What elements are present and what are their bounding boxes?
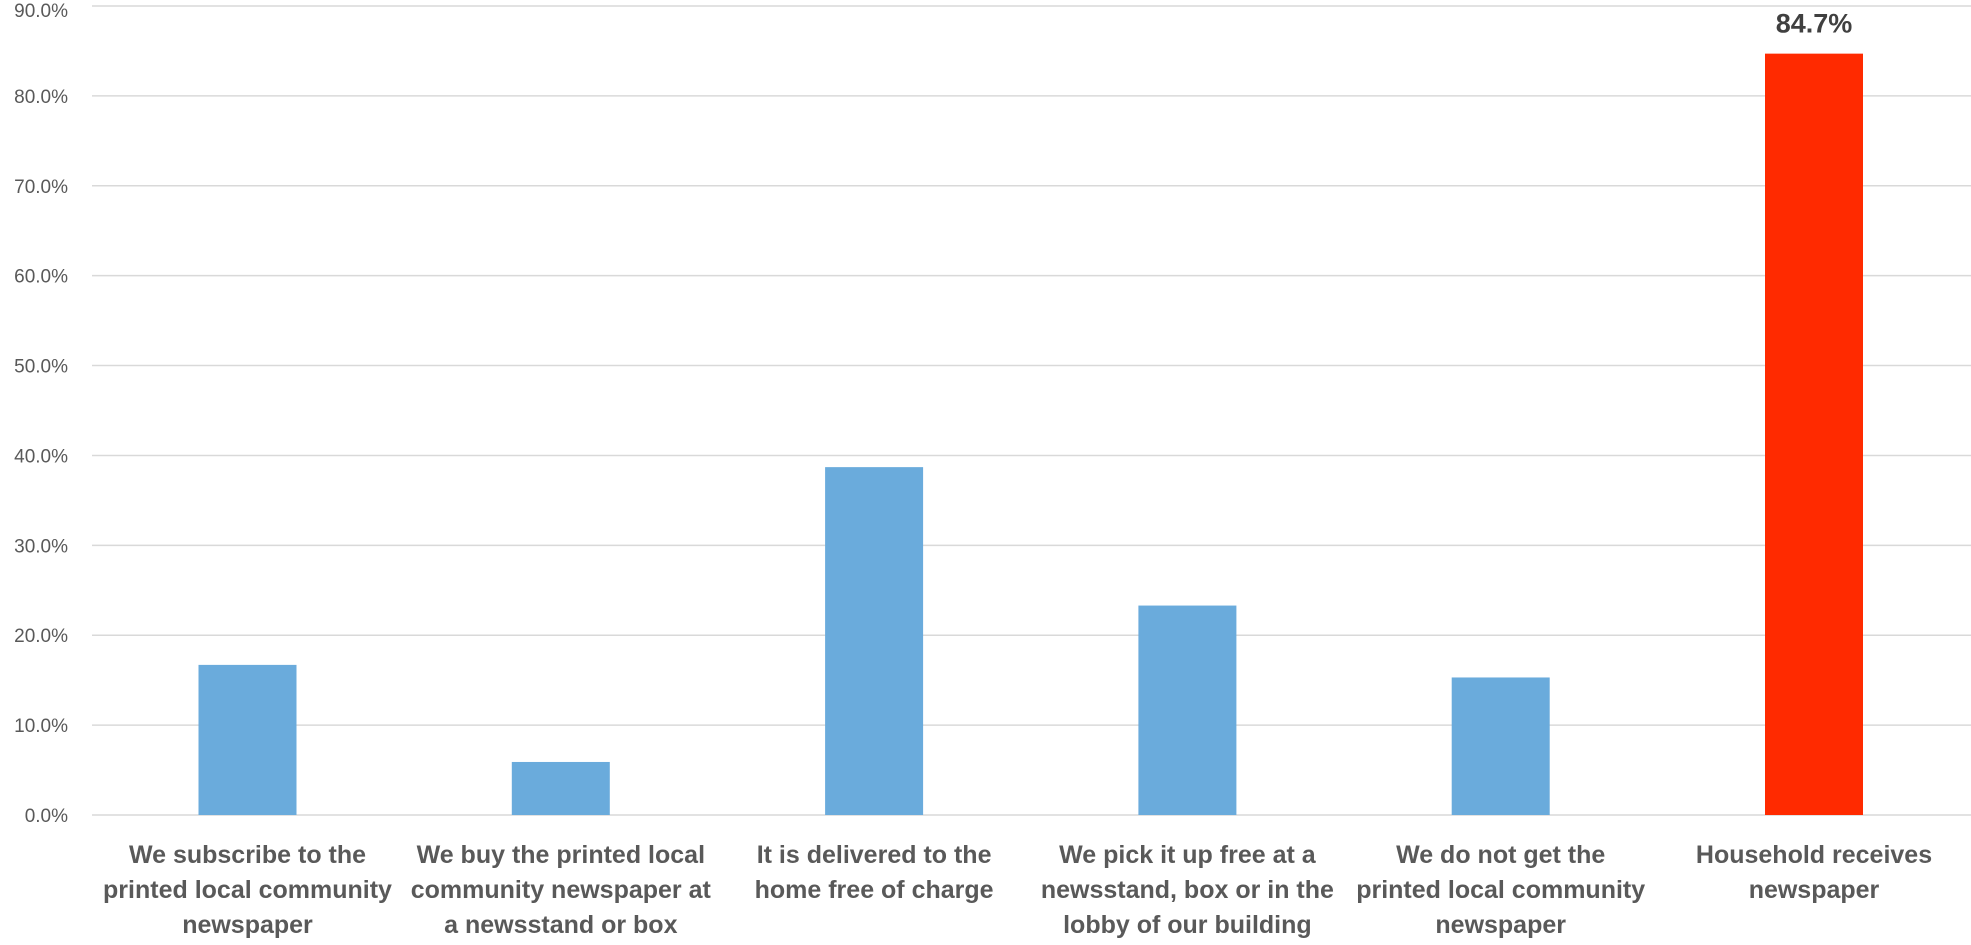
x-axis-category-labels: We subscribe to the printed local communi… <box>103 841 1932 939</box>
category-label-line: It is delivered to the <box>757 841 992 869</box>
category-label-line: newspaper <box>1749 876 1880 904</box>
category-label-line: printed local community <box>103 876 392 904</box>
bar <box>1765 53 1863 815</box>
category-label-line: printed local community <box>1356 876 1645 904</box>
bar <box>1451 677 1550 815</box>
category-label-line: newspaper <box>1435 911 1566 939</box>
category-label-line: We subscribe to the <box>129 841 366 869</box>
category-label-line: lobby of our building <box>1063 911 1312 939</box>
data-label: 84.7% <box>1776 9 1853 39</box>
y-tick-label: 0.0% <box>25 806 68 827</box>
category-label-line: community newspaper at <box>411 876 712 904</box>
category-label-line: newspaper <box>182 911 313 939</box>
category-label-line: We do not get the <box>1396 841 1605 869</box>
category-label: It is delivered to the home free of charg… <box>755 841 994 904</box>
bar <box>825 467 924 815</box>
category-label-line: newsstand, box or in the <box>1041 876 1334 904</box>
category-label: We subscribe to the printed local communi… <box>103 841 392 939</box>
y-tick-label: 40.0% <box>14 446 68 467</box>
y-tick-label: 50.0% <box>14 357 68 378</box>
category-label: We do not get the printed local community… <box>1356 841 1645 939</box>
y-tick-label: 30.0% <box>14 536 68 557</box>
category-label-line: We buy the printed local <box>417 841 705 869</box>
bars <box>198 53 1863 815</box>
category-label-line: home free of charge <box>755 876 994 904</box>
y-tick-label: 60.0% <box>14 267 68 288</box>
y-tick-label: 10.0% <box>14 716 68 737</box>
y-tick-label: 80.0% <box>14 87 68 108</box>
category-label-line: Household receives <box>1696 841 1932 869</box>
category-label-line: a newsstand or box <box>444 911 677 939</box>
y-tick-label: 20.0% <box>14 626 68 647</box>
bar <box>511 761 610 815</box>
y-tick-label: 70.0% <box>14 177 68 198</box>
y-axis-ticks: 0.0% 10.0% 20.0% 30.0% 40.0% 50.0% 60.0% 70.0% 8… <box>14 1 68 827</box>
bar <box>198 664 297 815</box>
y-tick-label: 90.0% <box>14 1 68 22</box>
category-label-line: We pick it up free at a <box>1059 841 1317 869</box>
category-label: We buy the printed local community newspa… <box>411 841 712 939</box>
bar <box>1138 605 1237 815</box>
category-label: Household receives newspaper <box>1696 841 1932 904</box>
gridlines <box>92 5 1971 816</box>
data-labels: 84.7% <box>1776 9 1853 39</box>
category-label: We pick it up free at a newsstand, box or… <box>1041 841 1334 939</box>
